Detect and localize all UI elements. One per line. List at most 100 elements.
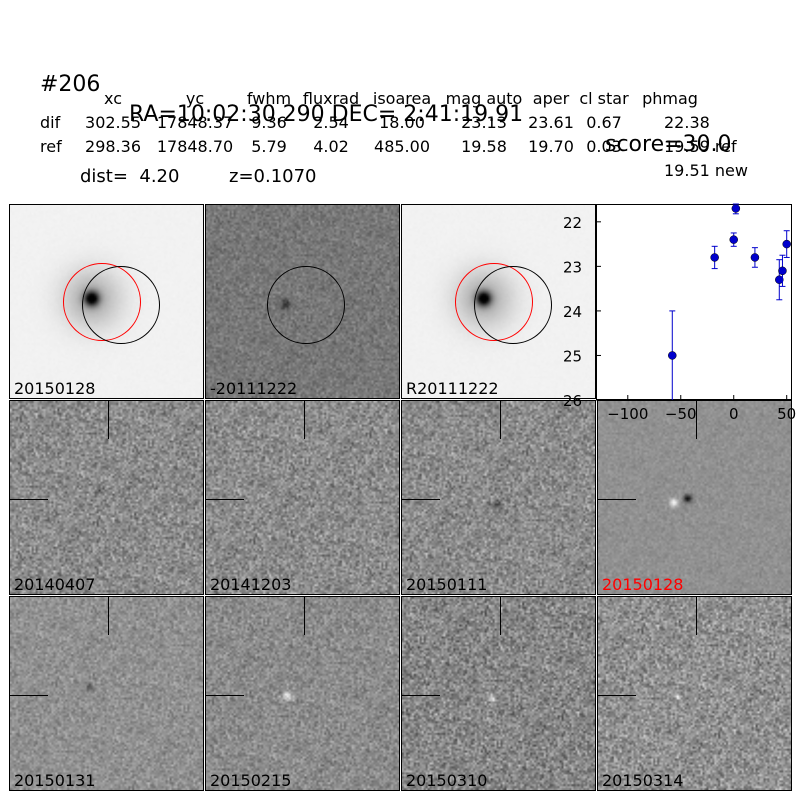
table-cell: 19.70 <box>528 137 574 156</box>
stamp-date-label: 20150215 <box>210 771 292 790</box>
distance-value: dist= 4.20 <box>80 166 180 187</box>
phmag-new: 19.51 new <box>664 161 748 180</box>
plot-frame <box>596 204 792 400</box>
stamp-date-label: 20140407 <box>14 575 96 594</box>
table-cell: 0.67 <box>586 113 622 132</box>
stamp-image <box>10 597 203 790</box>
y-tick-label: 24 <box>563 303 582 321</box>
table-cell: 485.00 <box>374 137 430 156</box>
table-cell: 18.00 <box>379 113 425 132</box>
stamp-image <box>10 401 203 594</box>
stamp-date-label: R20111222 <box>406 379 499 398</box>
stamp-date-label: 20150128 <box>602 575 684 594</box>
column-header: aper <box>532 89 570 108</box>
light-curve-chart: 22 23 24 25 26 −100 −50 0 50 <box>563 203 796 423</box>
candidate-coords: RA=10:02:30.290 DEC= 2:41:19.91 <box>129 102 524 127</box>
table-cell: 23.13 <box>461 113 507 132</box>
table-cell: 19.58 <box>461 137 507 156</box>
stamp-image <box>402 597 595 790</box>
image-stamp: 20150310 <box>401 596 596 791</box>
stamp-date-label: 20150131 <box>14 771 96 790</box>
table-cell: 9.36 <box>251 113 287 132</box>
vertical-marker <box>500 597 501 635</box>
row-label: ref <box>40 137 62 156</box>
horizontal-marker <box>598 695 636 696</box>
column-header: cl star <box>579 89 629 108</box>
horizontal-marker <box>10 499 48 500</box>
column-header: phmag <box>642 89 698 108</box>
table-cell: 302.55 <box>85 113 141 132</box>
image-stamp: 20150131 <box>9 596 204 791</box>
image-stamp: 20150215 <box>205 596 400 791</box>
horizontal-marker <box>402 499 440 500</box>
horizontal-marker <box>10 695 48 696</box>
table-cell: 0.03 <box>586 137 622 156</box>
candidate-id: #206 <box>40 72 101 97</box>
stamp-image <box>402 401 595 594</box>
stamp-image <box>598 401 791 594</box>
horizontal-marker <box>402 695 440 696</box>
stamp-date-label: 20150314 <box>602 771 684 790</box>
table-cell: 17848.70 <box>156 137 234 156</box>
stamp-date-label: 20150111 <box>406 575 488 594</box>
table-cell: 2.54 <box>313 113 349 132</box>
horizontal-marker <box>206 695 244 696</box>
column-header: fwhm <box>246 89 292 108</box>
data-point <box>731 204 741 213</box>
x-tick-label: 0 <box>729 405 739 423</box>
y-tick-label: 22 <box>563 214 582 232</box>
vertical-marker <box>108 597 109 635</box>
data-point <box>729 235 738 244</box>
row-label: dif <box>40 113 61 132</box>
image-stamp: 20140407 <box>9 400 204 595</box>
table-cell: 22.38 <box>664 113 710 132</box>
vertical-marker <box>500 401 501 439</box>
stamp-date-label: 20141203 <box>210 575 292 594</box>
x-tick-label: −50 <box>665 405 697 423</box>
data-point <box>710 253 719 262</box>
image-stamp: 20141203 <box>205 400 400 595</box>
table-cell: 5.79 <box>251 137 287 156</box>
column-header: xc <box>104 89 122 108</box>
stamp-image <box>206 597 399 790</box>
black-aperture-ring <box>82 266 160 344</box>
data-point <box>668 351 677 360</box>
image-stamp: R20111222 <box>401 204 596 399</box>
column-header: fluxrad <box>302 89 360 108</box>
image-stamp: 20150128 <box>597 400 792 595</box>
image-stamp: 20150128 <box>9 204 204 399</box>
table-cell: 298.36 <box>85 137 141 156</box>
stamp-image <box>598 597 791 790</box>
data-point <box>775 275 784 284</box>
stamp-date-label: 20150310 <box>406 771 488 790</box>
vertical-marker <box>696 401 697 439</box>
stamp-date-label: -20111222 <box>210 379 298 398</box>
vertical-marker <box>304 401 305 439</box>
image-stamp: -20111222 <box>205 204 400 399</box>
horizontal-marker <box>206 499 244 500</box>
image-stamp: 20150314 <box>597 596 792 791</box>
x-tick-label: −100 <box>607 405 648 423</box>
table-cell: 17848.37 <box>156 113 234 132</box>
vertical-marker <box>108 401 109 439</box>
image-stamp: 20150111 <box>401 400 596 595</box>
column-header: isoarea <box>372 89 432 108</box>
vertical-marker <box>696 597 697 635</box>
data-point <box>750 253 760 262</box>
horizontal-marker <box>598 499 636 500</box>
candidate-title: #206 RA=10:02:30.290 DEC= 2:41:19.91 sco… <box>40 40 732 160</box>
candidate-score: score=30.0 <box>605 132 732 157</box>
data-point <box>782 239 791 249</box>
redshift-value: z=0.1070 <box>229 166 317 187</box>
x-tick-label: 50 <box>777 405 796 423</box>
data-point <box>778 266 787 276</box>
stamp-date-label: 20150128 <box>14 379 96 398</box>
black-aperture-ring <box>474 266 552 344</box>
black-aperture-ring <box>267 266 345 344</box>
y-tick-label: 23 <box>563 258 582 276</box>
column-header: yc <box>185 89 205 108</box>
table-cell: 23.61 <box>528 113 574 132</box>
column-header: mag auto <box>445 89 523 108</box>
stamp-image <box>206 401 399 594</box>
table-cell: 4.02 <box>313 137 349 156</box>
